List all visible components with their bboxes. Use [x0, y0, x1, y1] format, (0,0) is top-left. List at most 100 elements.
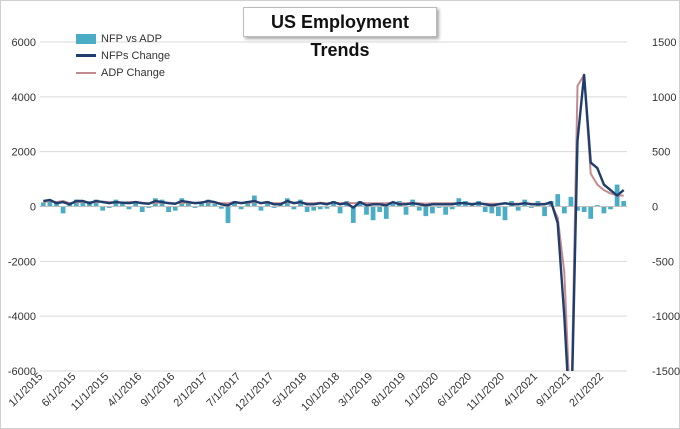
bar: [581, 206, 587, 212]
bar: [443, 206, 448, 215]
bar: [291, 206, 297, 210]
bar: [575, 206, 580, 211]
y-right-tick-label: -500: [652, 256, 674, 268]
x-tick-label: 4/1/2021: [501, 371, 540, 410]
y-axis-left: -6000 -4000 -2000 0 2000 4000 6000: [8, 37, 36, 378]
bar: [258, 206, 264, 211]
bar: [357, 201, 363, 207]
bar: [106, 206, 112, 208]
bar: [542, 206, 547, 217]
bar: [403, 206, 409, 215]
gridlines: [40, 41, 627, 372]
bar: [449, 206, 455, 210]
bar: [317, 206, 323, 210]
y-right-tick-label: -1500: [652, 366, 680, 378]
bar: [588, 206, 594, 219]
legend-label-nfp-vs-adp: NFP vs ADP: [101, 32, 162, 45]
y-left-tick-label: -4000: [8, 311, 36, 323]
legend-label-nfps-change: NFPs Change: [101, 49, 171, 62]
y-left-tick-label: 6000: [12, 37, 36, 49]
y-left-tick-label: -6000: [8, 366, 36, 378]
bar: [139, 206, 145, 212]
y-right-tick-label: 1000: [652, 92, 676, 104]
bar: [324, 206, 330, 209]
bar: [436, 206, 442, 208]
legend-item-nfp-vs-adp: NFP vs ADP: [76, 30, 191, 47]
y-right-tick-label: 500: [652, 147, 670, 159]
bar: [383, 206, 389, 219]
bar: [502, 206, 508, 221]
bar: [350, 206, 356, 223]
bar: [390, 203, 396, 207]
bar: [47, 199, 53, 207]
legend-swatch-bar: [76, 33, 96, 44]
x-tick-label: 4/1/2016: [106, 371, 145, 410]
x-axis: 1/1/20156/1/201511/1/20154/1/20169/1/201…: [7, 371, 606, 414]
bar: [192, 206, 198, 208]
bar: [331, 201, 336, 207]
x-tick-label: 3/1/2019: [336, 371, 375, 410]
bar: [482, 206, 488, 212]
bar: [416, 206, 422, 211]
y-left-tick-label: -2000: [8, 256, 36, 268]
bar: [608, 206, 613, 210]
x-tick-label: 8/1/2019: [369, 371, 408, 410]
bar: [621, 201, 627, 207]
bar: [568, 196, 574, 207]
bar: [100, 206, 106, 211]
line-series: [43, 73, 625, 371]
x-tick-label: 2/1/2017: [172, 371, 211, 410]
bar: [120, 202, 125, 207]
bar: [225, 206, 231, 223]
bar: [186, 201, 191, 207]
bar: [166, 206, 171, 212]
y-left-tick-label: 2000: [12, 147, 36, 159]
bar: [601, 206, 607, 214]
bar: [515, 206, 521, 211]
y-right-tick-label: -1000: [652, 311, 680, 323]
legend-swatch-nfp-line: [76, 54, 96, 57]
bar: [496, 206, 501, 217]
y-right-tick-label: 0: [652, 202, 658, 214]
bar: [238, 206, 244, 210]
bar: [469, 205, 475, 207]
bar: [555, 194, 561, 207]
bar: [80, 201, 86, 207]
legend-item-adp-change: ADP Change: [76, 64, 191, 81]
y-axis-right: -1500 -1000 -500 0 500 1000 1500: [652, 37, 680, 378]
y-right-tick-label: 1500: [652, 37, 676, 49]
bar: [561, 206, 567, 214]
y-left-tick-label: 4000: [12, 92, 36, 104]
bar: [87, 202, 92, 207]
bar: [245, 201, 251, 207]
bar: [199, 203, 204, 207]
x-tick-label: 9/1/2016: [139, 371, 178, 410]
bar: [172, 206, 178, 211]
bar: [528, 206, 534, 208]
bar: [271, 206, 277, 208]
bar: [219, 206, 224, 209]
bar: [126, 206, 132, 210]
bar: [304, 206, 310, 212]
bar: [146, 206, 152, 208]
y-left-tick-label: 0: [30, 202, 36, 214]
bar: [377, 206, 383, 212]
legend-item-nfps-change: NFPs Change: [76, 47, 191, 64]
bar: [337, 206, 343, 214]
legend-swatch-adp-line: [76, 71, 96, 74]
bar: [364, 206, 369, 215]
x-tick-label: 2/1/2022: [567, 371, 606, 410]
bar: [265, 201, 270, 207]
legend: NFP vs ADP NFPs Change ADP Change: [76, 30, 191, 81]
bar: [60, 206, 66, 214]
bar: [594, 205, 600, 207]
bar: [370, 206, 376, 221]
legend-label-adp-change: ADP Change: [101, 66, 166, 79]
x-tick-label: 1/1/2020: [402, 371, 441, 410]
bar: [40, 202, 46, 207]
bar: [423, 206, 429, 217]
bar: [311, 206, 317, 211]
chart-title: US Employment Trends: [243, 7, 437, 60]
bar: [232, 201, 237, 207]
